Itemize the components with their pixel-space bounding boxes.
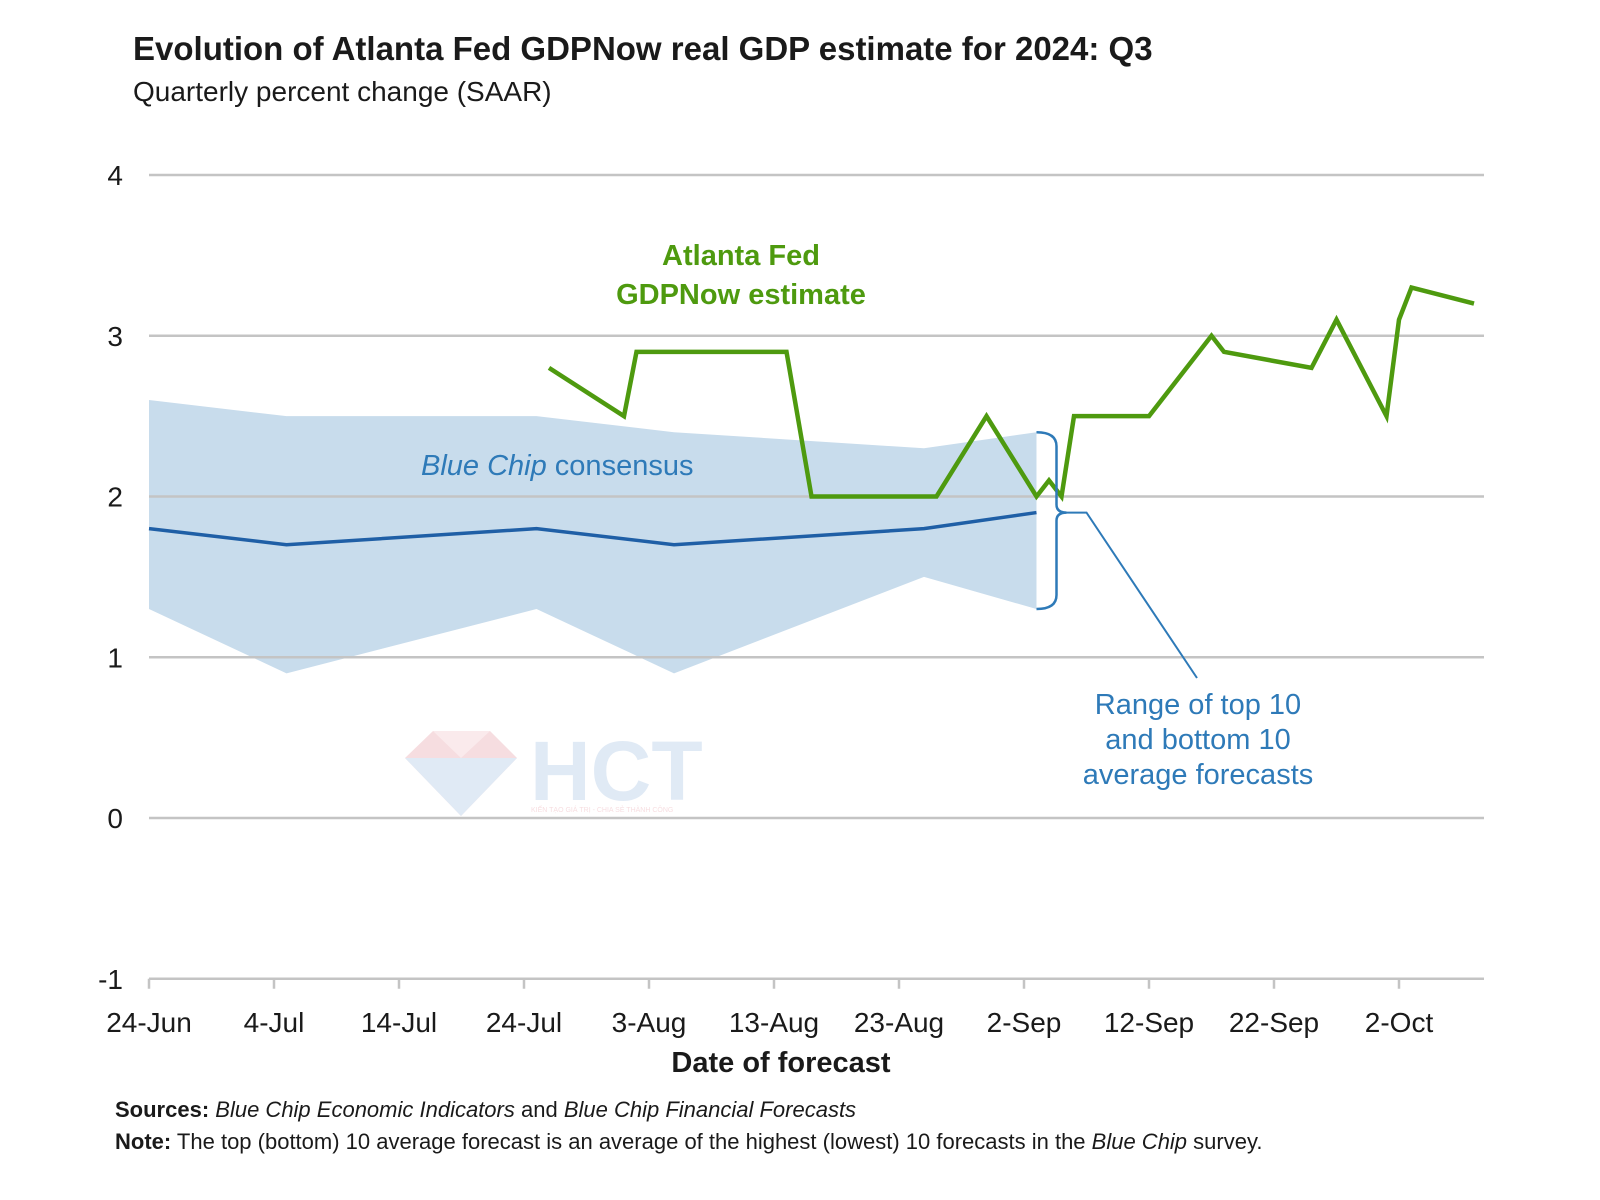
y-tick-label-0: 0 xyxy=(107,803,123,834)
x-tick-label-7: 2-Sep xyxy=(987,1007,1062,1038)
sources-title-1: Blue Chip Economic Indicators xyxy=(215,1097,515,1122)
range-annotation-line3: average forecasts xyxy=(1083,759,1314,791)
x-tick-label-0: 24-Jun xyxy=(106,1007,192,1038)
watermark-logo: HCT KIẾN TẠO GIÁ TRỊ - CHIA SẺ THÀNH CÔN… xyxy=(405,724,715,823)
range-bracket xyxy=(1036,430,1067,611)
x-tick-label-5: 13-Aug xyxy=(729,1007,819,1038)
x-tick-label-10: 2-Oct xyxy=(1365,1007,1434,1038)
range-annotation-line2: and bottom 10 xyxy=(1105,724,1290,756)
y-tick-label-3: 3 xyxy=(107,321,123,352)
watermark-diamond-icon: HCT KIẾN TẠO GIÁ TRỊ - CHIA SẺ THÀNH CÔN… xyxy=(405,724,703,818)
x-axis-label: Date of forecast xyxy=(671,1047,891,1079)
note-end: survey. xyxy=(1187,1129,1263,1154)
x-tick-label-6: 23-Aug xyxy=(854,1007,944,1038)
gdpnow-annotation-line2: GDPNow estimate xyxy=(616,279,866,311)
watermark-tagline: KIẾN TẠO GIÁ TRỊ - CHIA SẺ THÀNH CÔNG xyxy=(531,804,673,814)
x-tick-label-4: 3-Aug xyxy=(612,1007,687,1038)
consensus-annotation: Blue Chip consensus xyxy=(421,450,693,482)
chart-subtitle: Quarterly percent change (SAAR) xyxy=(133,76,552,107)
sources-line: Sources: Blue Chip Economic Indicators a… xyxy=(115,1094,1415,1126)
chart-title: Evolution of Atlanta Fed GDPNow real GDP… xyxy=(133,30,1153,67)
y-tick-label-4: 4 xyxy=(107,160,123,191)
range-annotation-line1: Range of top 10 xyxy=(1095,689,1301,721)
x-axis: 24-Jun 4-Jul 14-Jul 24-Jul 3-Aug 13-Aug 23-Aug… xyxy=(106,978,1434,1038)
series-layer xyxy=(148,284,1475,547)
y-tick-label-2: 2 xyxy=(107,482,123,513)
sources-label: Sources: xyxy=(115,1097,210,1122)
consensus-annotation-rest: consensus xyxy=(547,450,694,482)
note-block: Note: The top (bottom) 10 average foreca… xyxy=(115,1126,1415,1158)
sources-and: and xyxy=(514,1097,564,1122)
x-tick-label-9: 22-Sep xyxy=(1229,1007,1319,1038)
consensus-line xyxy=(148,510,1037,547)
gdpnow-line xyxy=(547,284,1475,502)
x-tick-label-8: 12-Sep xyxy=(1104,1007,1194,1038)
sources-title-2: Blue Chip Financial Forecasts xyxy=(563,1097,857,1122)
note-italic: Blue Chip xyxy=(1091,1129,1188,1154)
note-label: Note: xyxy=(115,1129,172,1154)
gdpnow-annotation-line1: Atlanta Fed xyxy=(662,240,820,272)
watermark-text: HCT xyxy=(530,728,703,818)
note-text: The top (bottom) 10 average forecast is … xyxy=(171,1129,1092,1154)
x-tick-label-1: 4-Jul xyxy=(244,1007,305,1038)
x-tick-label-2: 14-Jul xyxy=(361,1007,437,1038)
y-tick-label-1: 1 xyxy=(107,642,123,673)
x-tick-label-3: 24-Jul xyxy=(486,1007,562,1038)
y-tick-label--1: -1 xyxy=(98,964,123,995)
consensus-annotation-italic: Blue Chip xyxy=(421,450,547,482)
range-leader-line xyxy=(1066,511,1198,679)
